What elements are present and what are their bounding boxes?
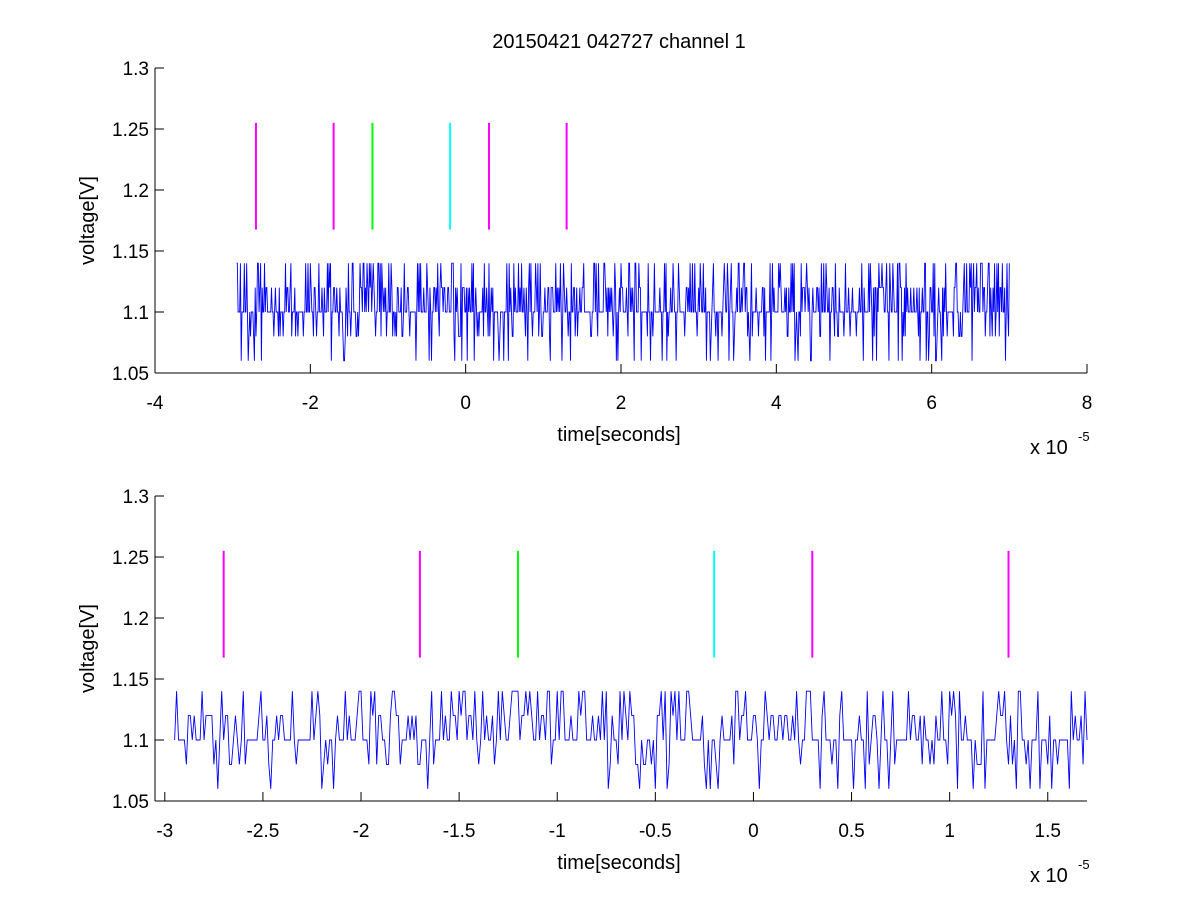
x-tick-label: 4 [771,393,782,414]
x-tick-label: -1.5 [443,821,476,842]
x-tick-label: -0.5 [639,821,672,842]
x-tick-label: 2 [616,393,627,414]
x-tick-label: 6 [926,393,937,414]
x-exponent-superscript: -5 [1078,429,1090,444]
signal-series-line [174,690,1088,789]
x-tick-label: 0.5 [838,821,864,842]
bottom-plot: 1.05 1.1 1.15 1.2 1.25 1.3 -3 -2.5 -2 -1.5 -1 -0.5 0… [77,487,1090,887]
y-tick-label: 1.25 [112,120,149,141]
x-tick-label: 0 [460,393,471,414]
y-axis-label: voltage[V] [77,176,99,265]
y-tick-label: 1.1 [123,731,149,752]
x-tick-label: 1 [944,821,955,842]
x-tick-label: -3 [156,821,173,842]
x-tick-label: -2 [353,821,370,842]
y-axis-label: voltage[V] [77,604,99,693]
y-tick-label: 1.3 [123,487,149,508]
y-tick-label: 1.15 [112,670,149,691]
x-tick-label: -2 [302,393,319,414]
x-tick-label: -1 [549,821,566,842]
signal-series-line [236,262,1010,362]
y-tick-label: 1.15 [112,242,149,263]
y-tick-label: 1.2 [123,181,149,202]
x-tick-label: 8 [1082,393,1093,414]
y-tick-label: 1.3 [123,59,149,80]
x-axis-label: time[seconds] [557,424,680,446]
y-tick-label: 1.1 [123,303,149,324]
x-axis-label: time[seconds] [557,852,680,874]
y-tick-label: 1.05 [112,792,149,813]
x-exponent-superscript: -5 [1078,857,1090,872]
x-tick-label: 1.5 [1035,821,1061,842]
top-plot: 1.05 1.1 1.15 1.2 1.25 1.3 -4 -2 0 2 4 6 8 time[secon… [77,59,1092,459]
y-tick-label: 1.25 [112,548,149,569]
x-tick-label: -4 [147,393,164,414]
x-exponent-label: x 10 [1030,865,1068,887]
x-tick-label: -2.5 [247,821,280,842]
y-tick-label: 1.2 [123,609,149,630]
x-exponent-label: x 10 [1030,437,1068,459]
x-tick-label: 0 [748,821,759,842]
figure-title: 20150421 042727 channel 1 [492,31,746,53]
y-tick-label: 1.05 [112,364,149,385]
